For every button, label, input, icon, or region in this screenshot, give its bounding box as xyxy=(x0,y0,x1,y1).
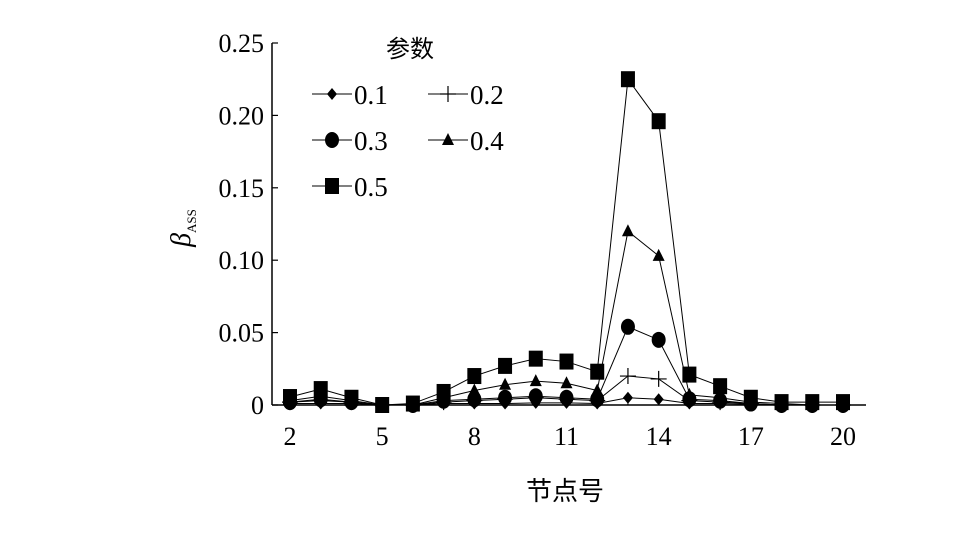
legend: 参数 0.1 0.2 0.3 0.4 0.5 xyxy=(312,35,504,202)
legend-entry: 0.3 xyxy=(312,126,388,156)
data-point xyxy=(498,357,513,374)
x-tick-label: 14 xyxy=(646,422,672,451)
data-point xyxy=(621,224,634,237)
data-point xyxy=(499,377,512,390)
legend-marker xyxy=(440,86,456,102)
data-point xyxy=(619,368,636,385)
y-tick-label: 0.20 xyxy=(219,101,265,130)
data-point xyxy=(713,378,728,395)
x-tick-label: 11 xyxy=(554,422,579,451)
y-tick-label: 0.15 xyxy=(219,174,265,203)
series-layer xyxy=(282,71,851,413)
data-point xyxy=(436,383,451,400)
data-point xyxy=(622,391,633,404)
data-point xyxy=(560,376,573,389)
series-0.5 xyxy=(283,71,850,413)
legend-entry: 0.2 xyxy=(428,80,504,110)
legend-label: 0.3 xyxy=(354,126,388,156)
legend-label: 0.1 xyxy=(354,80,388,110)
legend-marker xyxy=(442,133,454,145)
x-tick-label: 8 xyxy=(468,422,481,451)
data-point xyxy=(714,390,727,403)
data-point xyxy=(652,248,665,261)
data-point xyxy=(528,388,543,405)
legend-title: 参数 xyxy=(386,35,434,63)
y-tick-label: 0.05 xyxy=(219,319,265,348)
y-tick-label: 0 xyxy=(251,391,264,420)
data-point xyxy=(620,71,635,88)
x-tick-label: 17 xyxy=(738,422,764,451)
data-point xyxy=(805,394,820,411)
data-point xyxy=(682,366,697,383)
legend-entry: 0.4 xyxy=(428,126,504,156)
data-point xyxy=(651,331,666,348)
data-point xyxy=(529,374,542,387)
legend-label: 0.5 xyxy=(354,172,388,202)
legend-label: 0.2 xyxy=(470,80,504,110)
data-point xyxy=(498,389,513,406)
x-tick-label: 5 xyxy=(376,422,389,451)
y-axis-label-subscript: ASS xyxy=(184,209,199,233)
legend-entry: 0.1 xyxy=(312,80,388,110)
x-axis-label: 节点号 xyxy=(526,477,604,507)
data-point xyxy=(651,113,666,130)
data-point xyxy=(653,393,664,406)
data-point xyxy=(467,368,482,385)
data-point xyxy=(620,318,635,335)
axes: 0 0.05 0.10 0.15 0.20 0.25 2 5 8 11 14 17 20 xyxy=(219,29,866,451)
series-0.4 xyxy=(284,224,849,410)
data-point xyxy=(683,387,696,400)
data-point xyxy=(559,353,574,370)
data-point xyxy=(528,350,543,367)
x-tick-label: 2 xyxy=(284,422,297,451)
legend-entry: 0.5 xyxy=(312,172,388,202)
data-point xyxy=(836,394,850,411)
data-point xyxy=(559,389,574,406)
data-point xyxy=(468,383,481,396)
data-point xyxy=(590,363,605,380)
y-axis-label: βASS xyxy=(166,209,199,248)
x-tick-label: 20 xyxy=(830,422,856,451)
legend-label: 0.4 xyxy=(470,126,504,156)
legend-marker xyxy=(327,88,337,100)
data-point xyxy=(774,394,789,411)
data-point xyxy=(650,370,667,387)
data-point xyxy=(375,397,390,413)
legend-marker xyxy=(325,132,339,148)
data-point xyxy=(743,389,758,406)
legend-marker xyxy=(325,178,339,194)
y-tick-label: 0.25 xyxy=(219,29,265,58)
data-point xyxy=(283,389,297,406)
data-point xyxy=(405,395,420,412)
data-point xyxy=(313,381,328,398)
y-tick-label: 0.10 xyxy=(219,246,265,275)
data-point xyxy=(344,389,359,406)
data-point xyxy=(591,383,604,396)
